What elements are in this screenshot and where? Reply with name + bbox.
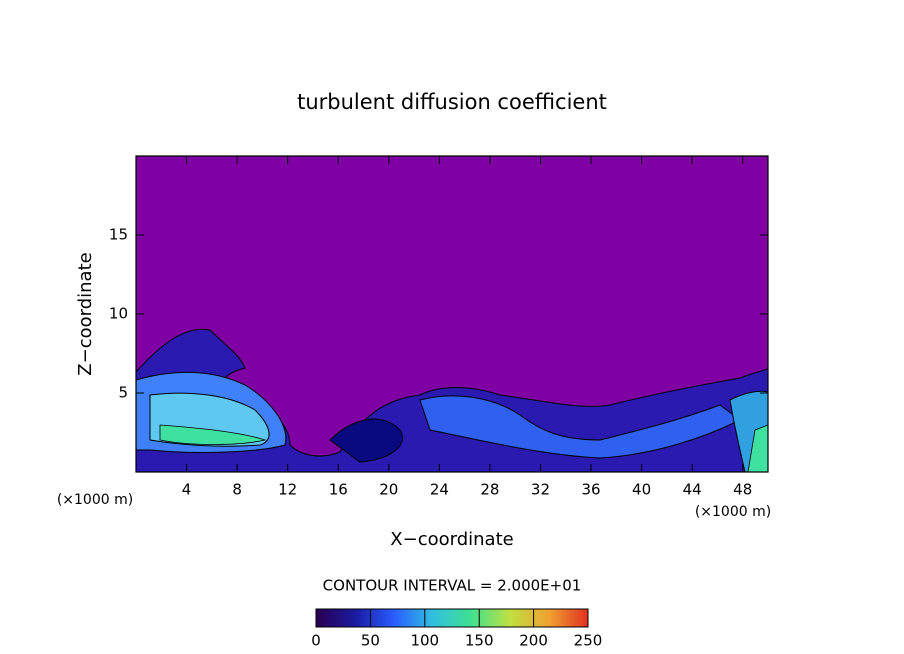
x-tick-label: 4 (182, 481, 192, 499)
x-axis-label: X−coordinate (390, 529, 513, 550)
x-tick-label: 12 (278, 481, 297, 499)
colorbar-tick-label: 250 (574, 632, 603, 650)
field (136, 156, 768, 472)
field-region (747, 424, 768, 472)
x-tick-label: 48 (733, 481, 752, 499)
y-tick-label: 10 (109, 305, 128, 323)
y-axis-label: Z−coordinate (75, 252, 96, 375)
field-region (329, 418, 403, 463)
x-unit-label: (×1000 m) (57, 492, 133, 508)
x-tick-label: 36 (581, 481, 600, 499)
x-tick-label: 24 (430, 481, 449, 499)
colorbar-tick-label: 150 (465, 632, 494, 650)
x-tick-label: 8 (232, 481, 242, 499)
x-tick-label: 28 (480, 481, 499, 499)
colorbar (315, 608, 589, 628)
colorbar-tick-label: 200 (519, 632, 548, 650)
x-tick-label: 40 (632, 481, 651, 499)
x-tick-label: 44 (683, 481, 702, 499)
field-region (419, 395, 741, 459)
field-region (159, 424, 267, 445)
x-tick-label: 16 (329, 481, 348, 499)
x-unit-label: (×1000 m) (695, 504, 771, 520)
colorbar-tick-label: 0 (311, 632, 321, 650)
x-tick-label: 20 (379, 481, 398, 499)
chart-title: turbulent diffusion coefficient (297, 90, 607, 114)
colorbar-tick-label: 100 (410, 632, 439, 650)
colorbar-tick-label: 50 (361, 632, 380, 650)
y-tick-label: 5 (118, 384, 128, 402)
y-tick-label: 15 (109, 226, 128, 244)
x-tick-label: 32 (531, 481, 550, 499)
annotation: CONTOUR INTERVAL = 2.000E+01 (323, 577, 582, 595)
